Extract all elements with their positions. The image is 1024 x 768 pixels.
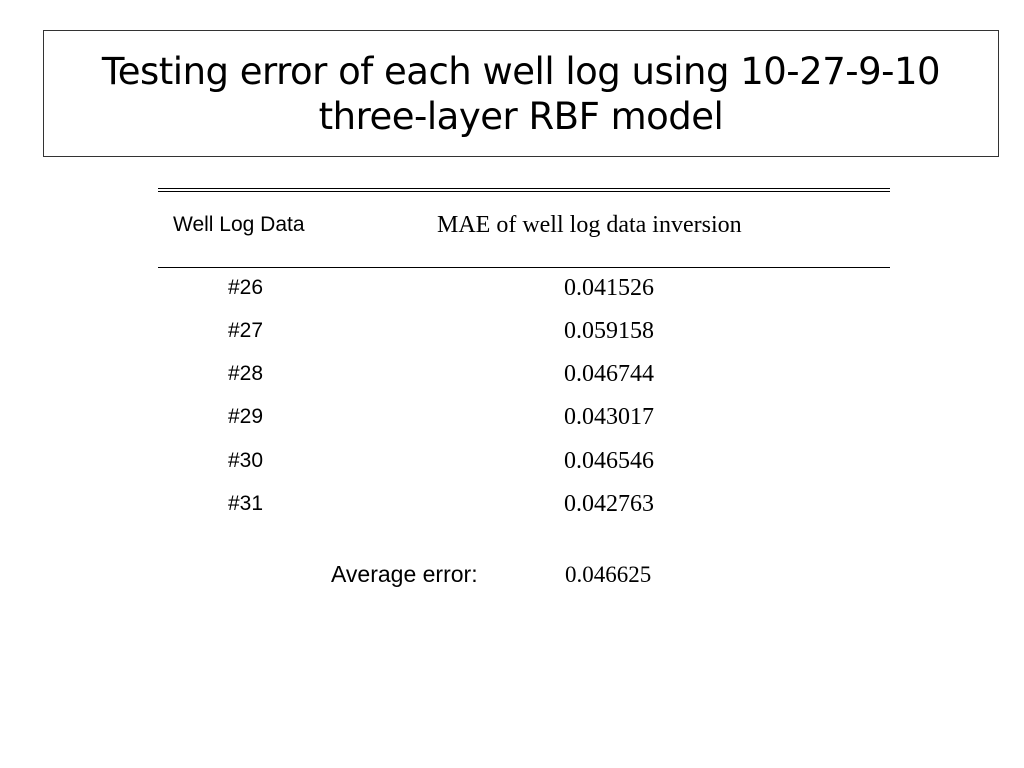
mae-value: 0.046744 (564, 361, 654, 387)
table-row: #31 0.042763 (158, 491, 890, 535)
header-rule (158, 267, 890, 268)
mae-value: 0.043017 (564, 404, 654, 430)
well-log-id: #31 (228, 492, 264, 515)
table-row: #29 0.043017 (158, 404, 890, 448)
title-line-2: three-layer RBF model (318, 94, 724, 138)
column-header-mae: MAE of well log data inversion (437, 212, 742, 238)
mae-value: 0.046546 (564, 448, 654, 474)
mae-value: 0.042763 (564, 491, 654, 517)
mae-value: 0.041526 (564, 275, 654, 301)
well-log-id: #26 (228, 276, 264, 299)
table-row: #27 0.059158 (158, 318, 890, 362)
well-log-id: #28 (228, 362, 264, 385)
well-log-id: #29 (228, 405, 264, 428)
table-top-rule (158, 188, 890, 189)
well-log-id: #30 (228, 449, 264, 472)
well-log-id: #27 (228, 319, 264, 342)
column-header-well-log: Well Log Data (173, 213, 305, 236)
slide-title: Testing error of each well log using 10-… (43, 30, 999, 157)
mae-value: 0.059158 (564, 318, 654, 344)
average-error-label: Average error: (331, 561, 478, 587)
table-row: #28 0.046744 (158, 361, 890, 405)
title-line-1: Testing error of each well log using 10-… (101, 49, 941, 93)
table-row: #26 0.041526 (158, 275, 890, 319)
average-error-value: 0.046625 (565, 562, 652, 587)
table-top-rule-double (158, 191, 890, 192)
table-row: #30 0.046546 (158, 448, 890, 492)
